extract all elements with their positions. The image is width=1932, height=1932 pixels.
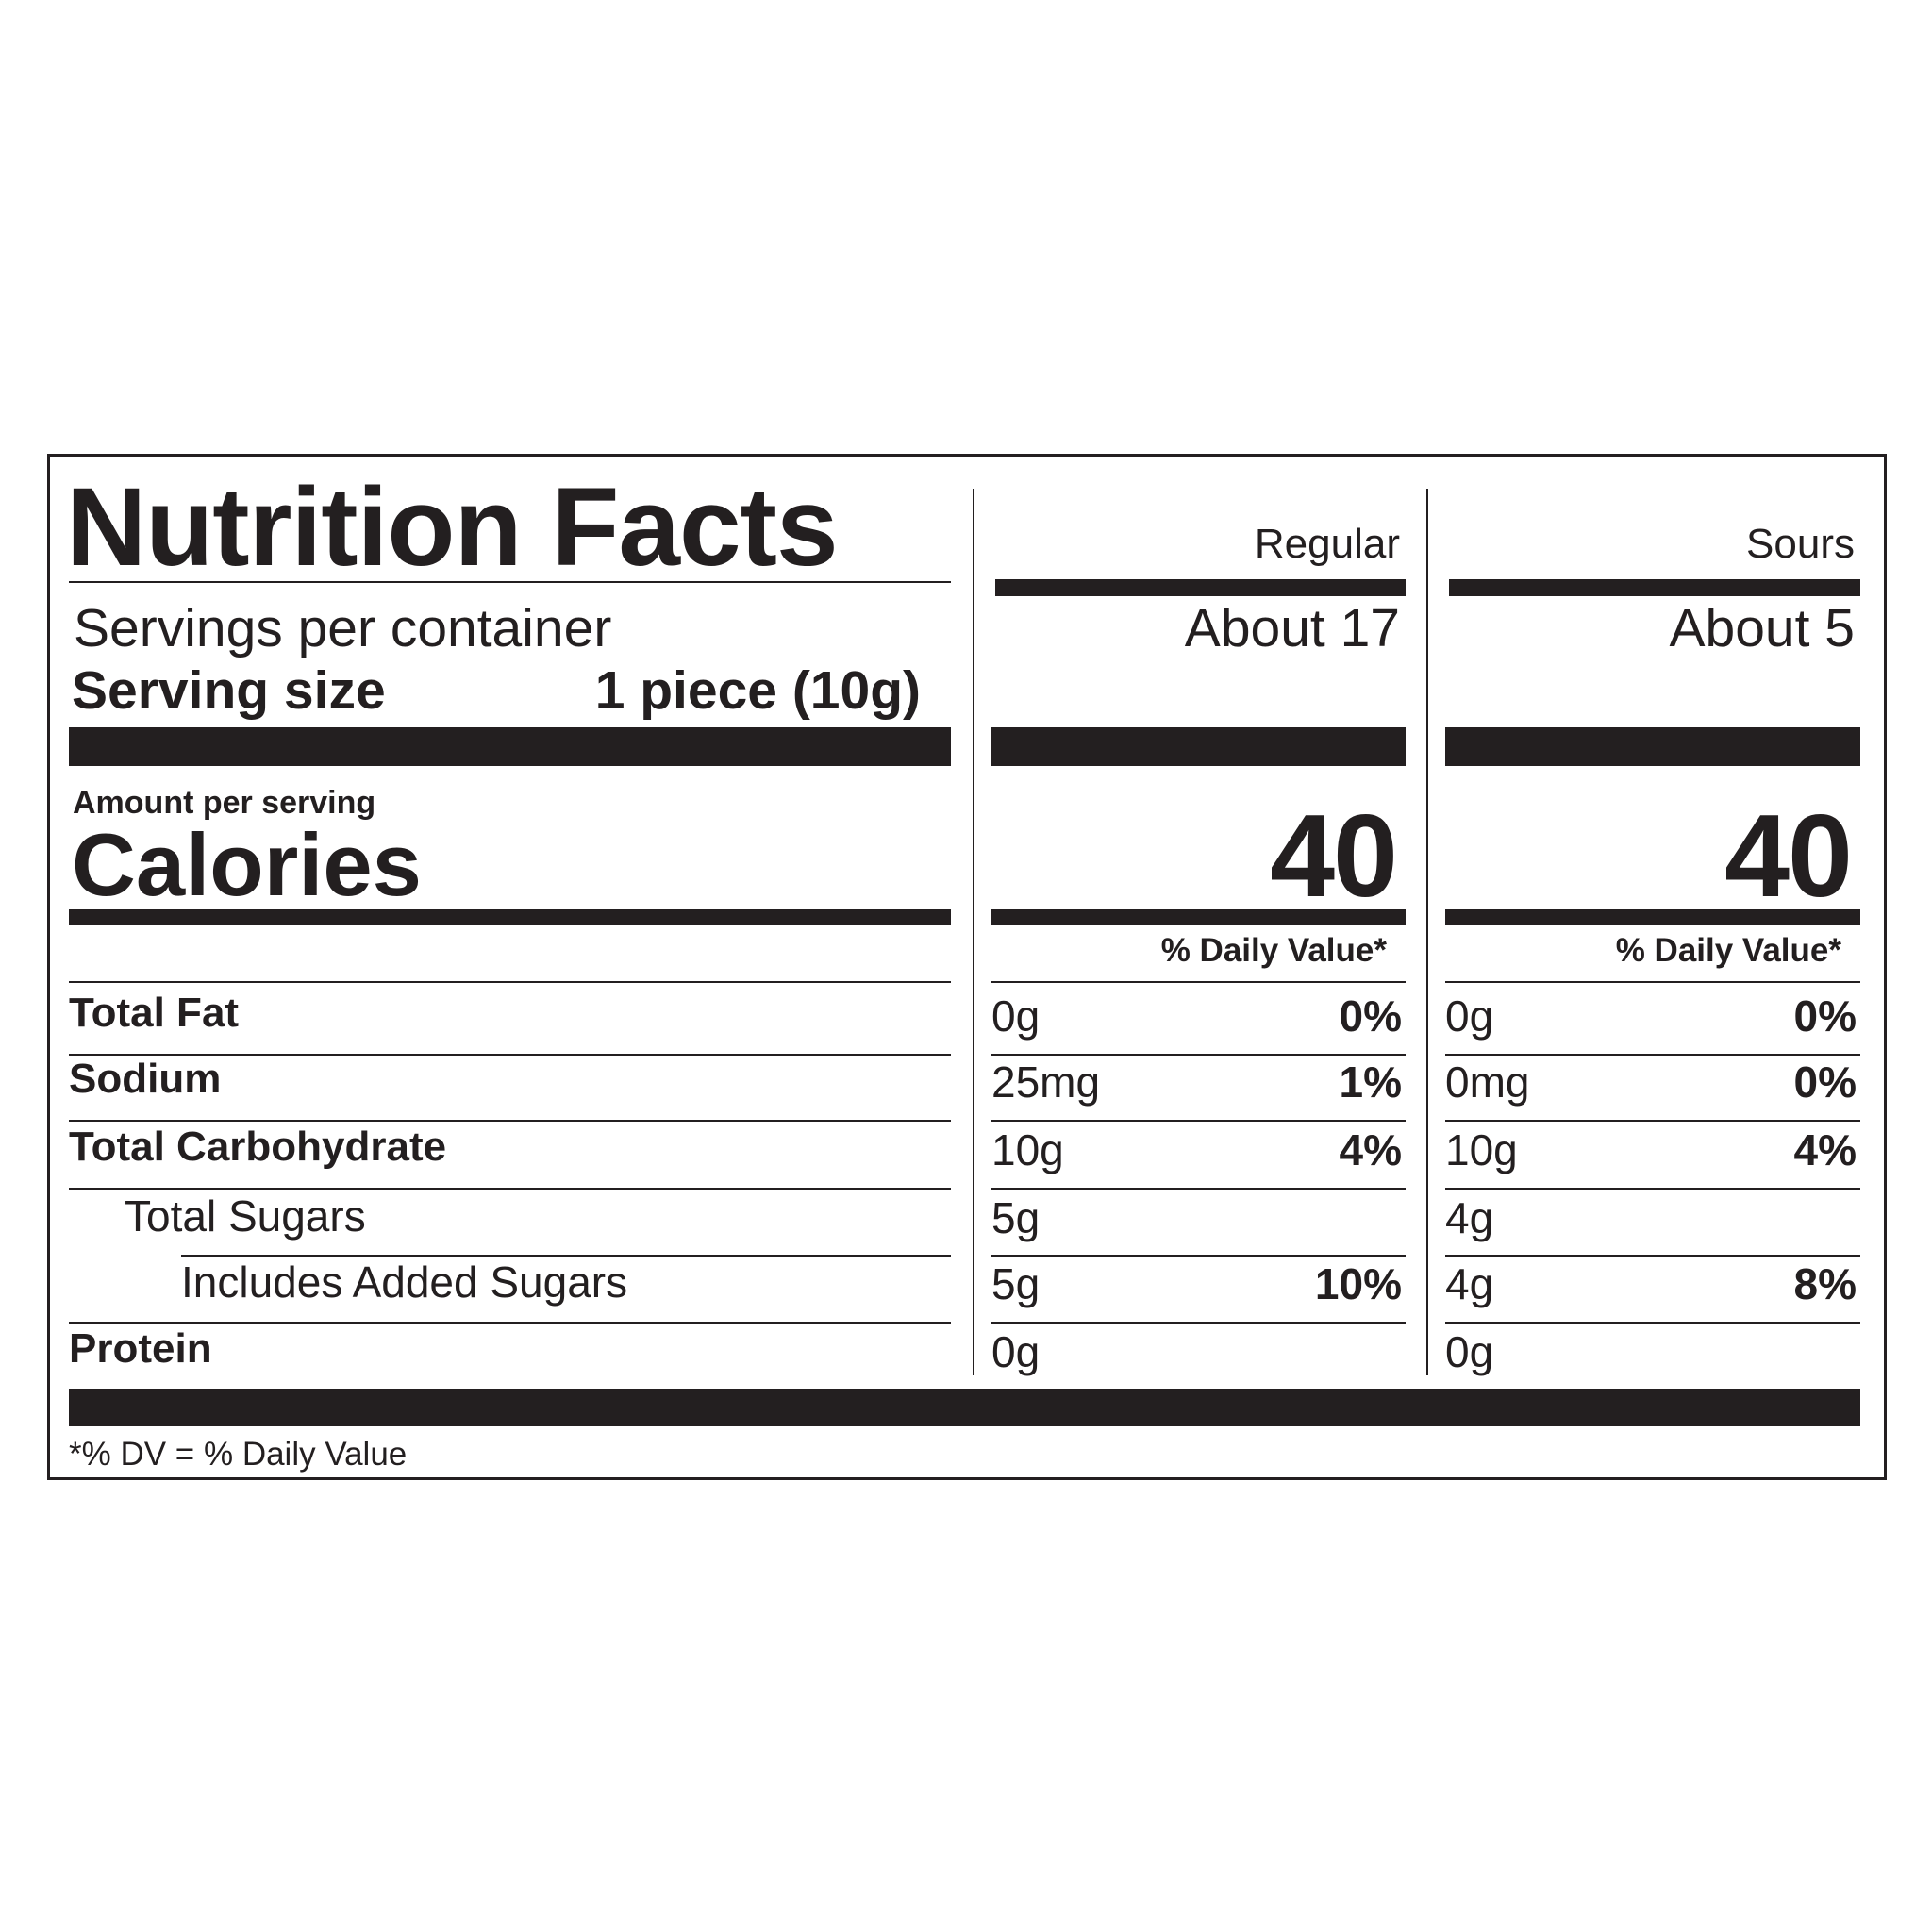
thick-divider (995, 579, 1406, 596)
medium-divider (991, 909, 1406, 925)
nutrient-label: Total Carbohydrate (69, 1124, 447, 1170)
nutrient-daily-value: 1% (1339, 1058, 1402, 1107)
row-divider (69, 1054, 951, 1056)
servings-value: About 5 (1669, 598, 1856, 658)
thick-divider (69, 727, 951, 766)
nutrient-amount: 0mg (1445, 1058, 1530, 1107)
row-divider (181, 1255, 951, 1257)
row-divider (69, 1322, 951, 1324)
column-name: Sours (1746, 521, 1855, 567)
nutrient-amount: 0g (1445, 991, 1494, 1041)
nutrient-amount: 10g (991, 1125, 1064, 1174)
column-name: Regular (1254, 521, 1400, 567)
serving-size-label: Serving size (72, 660, 386, 721)
nutrient-label: Total Fat (69, 990, 240, 1036)
column-divider (973, 489, 974, 1375)
nutrient-amount: 0g (1445, 1327, 1494, 1376)
amount-per-serving: Amount per serving (73, 785, 376, 821)
thick-divider (991, 727, 1406, 766)
nutrient-amount: 0g (991, 991, 1041, 1041)
nutrient-daily-value: 8% (1793, 1259, 1857, 1308)
row-divider (991, 1120, 1406, 1122)
serving-size-value: 1 piece (10g) (594, 660, 921, 721)
label-title: Nutrition Facts (66, 465, 839, 590)
nutrient-daily-value: 0% (1339, 991, 1402, 1041)
nutrient-amount: 4g (1445, 1259, 1494, 1308)
footnote: *% DV = % Daily Value (69, 1436, 408, 1473)
nutrient-amount: 5g (991, 1193, 1041, 1242)
row-divider (991, 1054, 1406, 1056)
nutrient-daily-value: 0% (1793, 1058, 1857, 1107)
nutrient-label: Includes Added Sugars (181, 1257, 628, 1307)
row-divider (1445, 1255, 1860, 1257)
divider (1445, 981, 1860, 983)
column-divider (1426, 489, 1428, 1375)
row-divider (1445, 1120, 1860, 1122)
divider (69, 981, 951, 983)
nutrient-amount: 25mg (991, 1058, 1101, 1107)
nutrient-amount: 10g (1445, 1125, 1518, 1174)
nutrient-label: Sodium (69, 1056, 222, 1102)
nutrient-daily-value: 4% (1793, 1125, 1857, 1174)
nutrient-amount: 4g (1445, 1193, 1494, 1242)
divider (69, 581, 951, 583)
medium-divider (1445, 909, 1860, 925)
nutrient-daily-value: 10% (1314, 1259, 1402, 1308)
bottom-thick-divider (69, 1389, 1860, 1426)
nutrient-label: Protein (69, 1325, 212, 1372)
nutrition-label-frame (47, 454, 1887, 1480)
nutrient-amount: 0g (991, 1327, 1041, 1376)
daily-value-header: % Daily Value* (1160, 932, 1387, 969)
row-divider (991, 1255, 1406, 1257)
row-divider (991, 1322, 1406, 1324)
calories-label: Calories (72, 815, 422, 914)
row-divider (1445, 1188, 1860, 1190)
row-divider (1445, 1322, 1860, 1324)
row-divider (991, 1188, 1406, 1190)
daily-value-header: % Daily Value* (1615, 932, 1841, 969)
thick-divider (1445, 727, 1860, 766)
row-divider (69, 1188, 951, 1190)
calories-value: 40 (1724, 791, 1853, 922)
row-divider (1445, 1054, 1860, 1056)
nutrient-daily-value: 0% (1793, 991, 1857, 1041)
servings-label: Servings per container (74, 598, 612, 658)
medium-divider (69, 909, 951, 925)
row-divider (69, 1120, 951, 1122)
divider (991, 981, 1406, 983)
calories-value: 40 (1270, 791, 1398, 922)
servings-value: About 17 (1184, 598, 1400, 658)
nutrient-label: Total Sugars (125, 1191, 366, 1241)
nutrient-amount: 5g (991, 1259, 1041, 1308)
thick-divider (1449, 579, 1860, 596)
nutrient-daily-value: 4% (1339, 1125, 1402, 1174)
